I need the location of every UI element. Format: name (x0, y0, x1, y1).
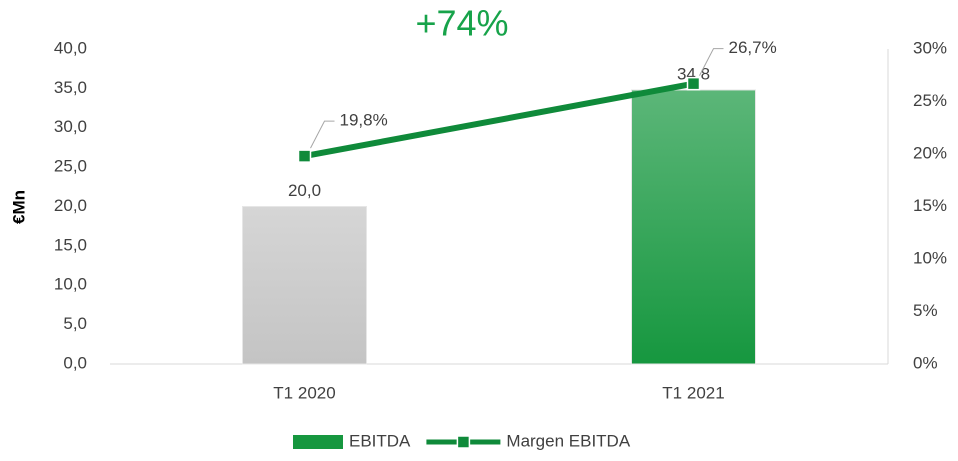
y2-tick-label: 10% (913, 248, 947, 267)
line-value-label: 26,7% (729, 38, 777, 57)
y-tick-label: 0,0 (63, 353, 87, 372)
y-axis-label: €Mn (9, 190, 28, 224)
y2-tick-label: 25% (913, 91, 947, 110)
bar (631, 89, 756, 365)
leader-line (699, 48, 724, 76)
legend-label: EBITDA (349, 431, 411, 450)
annotation: +74% (415, 3, 508, 44)
y2-tick-label: 20% (913, 143, 947, 162)
y2-tick-label: 5% (913, 301, 938, 320)
y-tick-label: 35,0 (54, 78, 87, 97)
x-tick-label: T1 2020 (273, 383, 335, 402)
bar-value-label: 34,8 (677, 64, 710, 83)
line (303, 80, 695, 160)
y-tick-label: 30,0 (54, 117, 87, 136)
bar (242, 206, 367, 365)
legend-label: Margen EBITDA (506, 431, 630, 450)
y-tick-label: 5,0 (63, 314, 87, 333)
y-tick-label: 25,0 (54, 157, 87, 176)
y-tick-label: 15,0 (54, 235, 87, 254)
y-tick-label: 40,0 (54, 38, 87, 57)
bar-value-label: 20,0 (288, 181, 321, 200)
line-marker (297, 149, 312, 163)
y2-tick-label: 15% (913, 196, 947, 215)
line-value-label: 19,8% (340, 111, 388, 130)
y-tick-label: 10,0 (54, 275, 87, 294)
y2-tick-label: 0% (913, 353, 938, 372)
y-tick-label: 20,0 (54, 196, 87, 215)
legend-marker (456, 435, 471, 449)
line-marker (686, 76, 701, 91)
x-tick-label: T1 2021 (662, 383, 724, 402)
legend-swatch (293, 435, 343, 449)
leader-line (310, 120, 335, 149)
y2-tick-label: 30% (913, 38, 947, 57)
